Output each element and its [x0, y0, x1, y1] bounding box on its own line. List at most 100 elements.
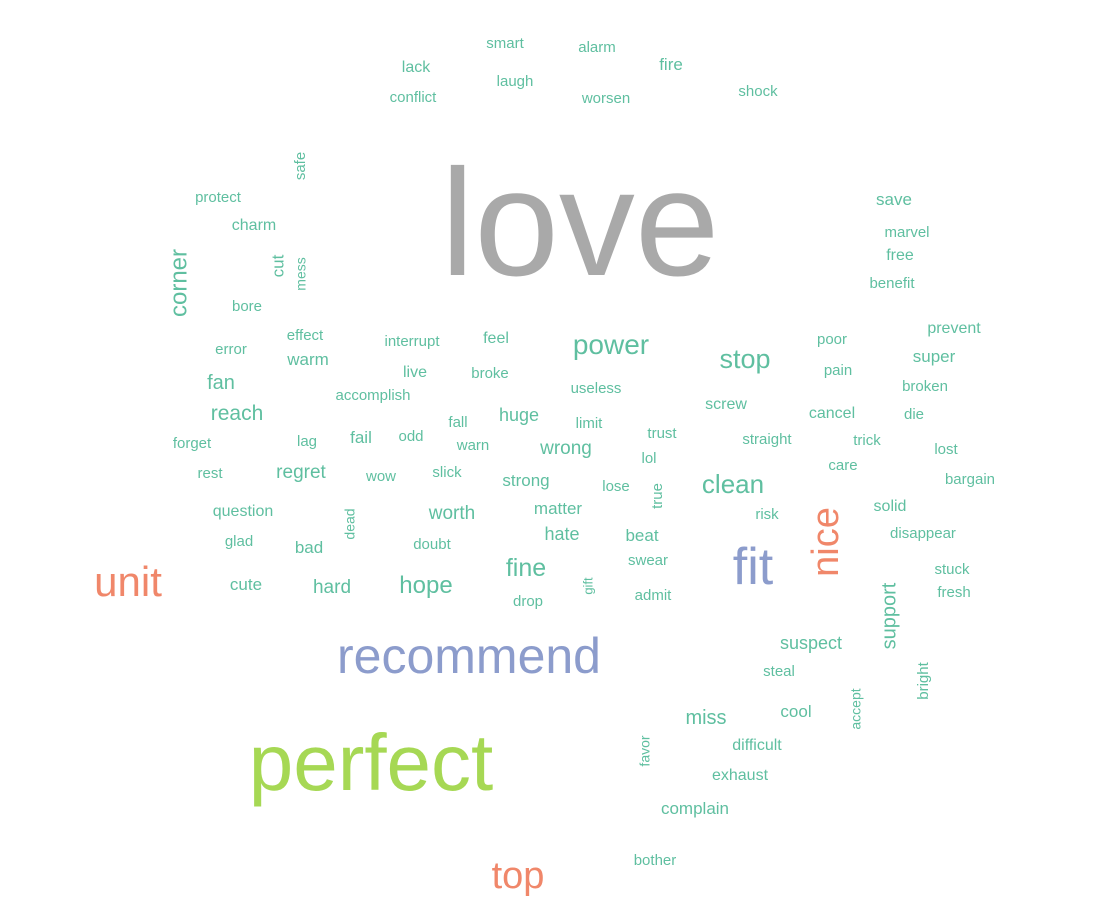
- word-suspect: suspect: [780, 633, 842, 653]
- word-drop: drop: [513, 593, 543, 610]
- word-gift: gift: [580, 577, 595, 595]
- word-save: save: [876, 190, 912, 209]
- word-benefit: benefit: [869, 275, 915, 292]
- word-regret: regret: [276, 462, 326, 483]
- word-screw: screw: [705, 396, 747, 413]
- word-bad: bad: [295, 538, 323, 557]
- word-effect: effect: [287, 327, 324, 344]
- word-error: error: [215, 341, 247, 358]
- word-worth: worth: [428, 503, 475, 524]
- word-forget: forget: [173, 435, 212, 452]
- word-doubt: doubt: [413, 536, 451, 553]
- word-lag: lag: [297, 433, 317, 450]
- word-accomplish: accomplish: [335, 387, 410, 404]
- word-care: care: [828, 457, 857, 474]
- word-beat: beat: [625, 526, 658, 545]
- word-clean: clean: [702, 469, 764, 499]
- word-exhaust: exhaust: [712, 767, 769, 784]
- word-cut: cut: [268, 254, 287, 277]
- word-trick: trick: [853, 432, 881, 449]
- word-fire: fire: [659, 55, 683, 74]
- word-live: live: [403, 364, 427, 381]
- word-bother: bother: [634, 852, 677, 869]
- word-stuck: stuck: [934, 561, 970, 578]
- word-risk: risk: [755, 506, 779, 523]
- word-bargain: bargain: [945, 471, 995, 488]
- word-lost: lost: [934, 441, 958, 458]
- word-lol: lol: [641, 450, 656, 467]
- word-lack: lack: [402, 59, 431, 76]
- word-corner: corner: [165, 249, 192, 317]
- word-conflict: conflict: [390, 89, 438, 106]
- word-cool: cool: [780, 702, 811, 721]
- word-hard: hard: [313, 577, 351, 598]
- word-cancel: cancel: [809, 405, 855, 422]
- word-alarm: alarm: [578, 39, 616, 56]
- word-love: love: [441, 138, 720, 308]
- word-mess: mess: [293, 257, 309, 290]
- word-fine: fine: [506, 554, 546, 582]
- word-worsen: worsen: [581, 90, 630, 107]
- word-accept: accept: [848, 688, 864, 729]
- word-limit: limit: [576, 415, 603, 432]
- word-slick: slick: [432, 464, 462, 481]
- word-smart: smart: [486, 35, 524, 52]
- word-miss: miss: [685, 707, 726, 729]
- word-recommend: recommend: [337, 628, 601, 684]
- word-charm: charm: [232, 217, 276, 234]
- word-huge: huge: [499, 405, 539, 425]
- word-fit: fit: [733, 538, 774, 596]
- word-top: top: [492, 855, 545, 897]
- word-solid: solid: [874, 498, 907, 515]
- word-wrong: wrong: [539, 438, 592, 459]
- word-useless: useless: [571, 380, 622, 397]
- word-glad: glad: [225, 533, 253, 550]
- word-complain: complain: [661, 799, 729, 818]
- word-strong: strong: [502, 471, 549, 490]
- word-feel: feel: [483, 330, 509, 347]
- word-laugh: laugh: [497, 73, 534, 90]
- word-swear: swear: [628, 552, 668, 569]
- word-disappear: disappear: [890, 525, 956, 542]
- word-unit: unit: [94, 558, 162, 605]
- word-poor: poor: [817, 331, 847, 348]
- word-safe: safe: [292, 152, 309, 180]
- word-prevent: prevent: [927, 320, 981, 337]
- word-dead: dead: [342, 508, 358, 539]
- word-warm: warm: [286, 350, 329, 369]
- word-fall: fall: [448, 414, 467, 431]
- word-trust: trust: [647, 425, 677, 442]
- word-broke: broke: [471, 365, 509, 382]
- word-pain: pain: [824, 362, 852, 379]
- word-hate: hate: [544, 524, 579, 544]
- word-wow: wow: [365, 468, 396, 485]
- word-fresh: fresh: [937, 584, 970, 601]
- word-broken: broken: [902, 378, 948, 395]
- word-super: super: [913, 347, 956, 366]
- word-lose: lose: [602, 478, 630, 495]
- word-question: question: [213, 503, 274, 520]
- word-marvel: marvel: [884, 224, 929, 241]
- word-support: support: [878, 582, 900, 649]
- word-nice: nice: [805, 507, 847, 577]
- word-odd: odd: [398, 428, 423, 445]
- word-free: free: [886, 247, 914, 264]
- word-interrupt: interrupt: [384, 333, 440, 350]
- word-admit: admit: [635, 587, 673, 604]
- word-fail: fail: [350, 428, 372, 447]
- word-perfect: perfect: [249, 718, 494, 807]
- word-fan: fan: [207, 372, 235, 394]
- word-steal: steal: [763, 663, 795, 680]
- word-bore: bore: [232, 298, 262, 315]
- word-hope: hope: [399, 572, 452, 599]
- word-power: power: [573, 329, 649, 360]
- word-die: die: [904, 406, 924, 423]
- word-difficult: difficult: [732, 737, 782, 754]
- word-cute: cute: [230, 575, 262, 594]
- word-bright: bright: [915, 661, 932, 699]
- word-true: true: [649, 483, 666, 509]
- word-rest: rest: [197, 465, 223, 482]
- word-favor: favor: [637, 735, 653, 766]
- word-matter: matter: [534, 499, 583, 518]
